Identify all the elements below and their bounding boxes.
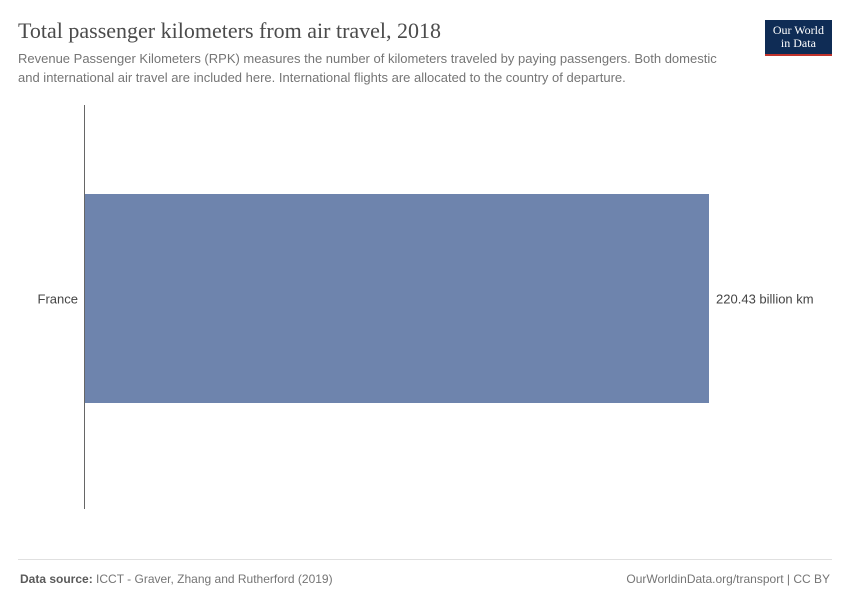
plot-region bbox=[84, 105, 722, 509]
category-label: France bbox=[18, 291, 78, 306]
chart-area: France 220.43 billion km bbox=[18, 105, 832, 549]
bar bbox=[85, 194, 709, 403]
footer-right: OurWorldinData.org/transport | CC BY bbox=[626, 572, 830, 586]
footer-left: Data source: ICCT - Graver, Zhang and Ru… bbox=[20, 572, 333, 586]
value-label: 220.43 billion km bbox=[716, 291, 814, 306]
chart-title: Total passenger kilometers from air trav… bbox=[18, 18, 755, 44]
logo-line2: in Data bbox=[773, 37, 824, 50]
chart-container: Total passenger kilometers from air trav… bbox=[0, 0, 850, 600]
owid-logo: Our World in Data bbox=[765, 20, 832, 56]
footer: Data source: ICCT - Graver, Zhang and Ru… bbox=[18, 559, 832, 600]
chart-subtitle: Revenue Passenger Kilometers (RPK) measu… bbox=[18, 50, 718, 86]
logo-line1: Our World bbox=[773, 24, 824, 37]
title-block: Total passenger kilometers from air trav… bbox=[18, 18, 755, 87]
header-row: Total passenger kilometers from air trav… bbox=[18, 18, 832, 87]
source-label: Data source: bbox=[20, 572, 93, 586]
source-text: ICCT - Graver, Zhang and Rutherford (201… bbox=[96, 572, 333, 586]
